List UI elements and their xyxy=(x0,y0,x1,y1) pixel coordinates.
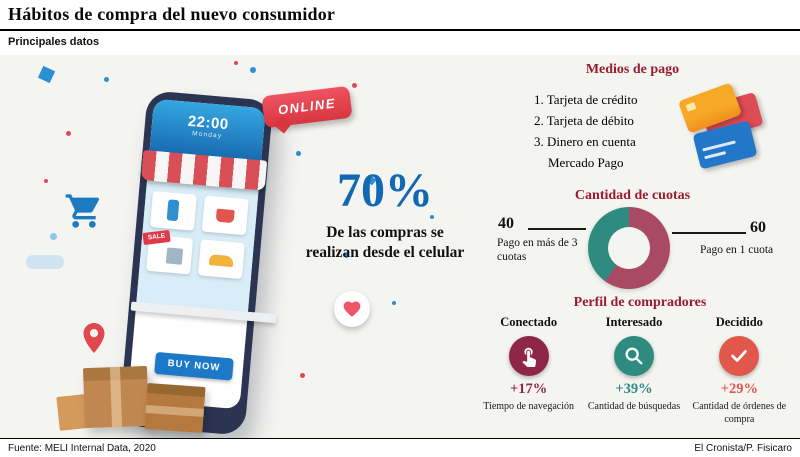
credit-cards-illustration xyxy=(677,82,764,173)
footer-credit: El Cronista/P. Fisicaro xyxy=(694,443,792,454)
online-speech-bubble: ONLINE xyxy=(261,85,353,129)
confetti-dot xyxy=(344,253,349,258)
confetti-dot xyxy=(66,131,71,136)
confetti-dot xyxy=(50,233,57,240)
kicker: Principales datos xyxy=(8,36,100,48)
profile-decidido: Decidido +29% Cantidad de órdenes de com… xyxy=(687,315,792,426)
confetti-square xyxy=(37,65,56,84)
installments-donut xyxy=(588,207,670,289)
confetti-dot xyxy=(234,61,238,65)
payment-methods-list: 1. Tarjeta de crédito 2. Tarjeta de débi… xyxy=(534,89,682,173)
confetti-dot xyxy=(250,67,256,73)
profile-interesado: Interesado +39% Cantidad de búsquedas xyxy=(581,315,686,426)
donut-label-right: Pago en 1 cuota xyxy=(700,244,774,256)
confetti-dot xyxy=(430,215,434,219)
donut-value-right: 60 xyxy=(750,219,766,236)
profile-description: Cantidad de búsquedas xyxy=(587,401,681,412)
buy-now-button: BUY NOW xyxy=(154,351,234,381)
check-icon xyxy=(719,336,760,376)
magnifier-icon xyxy=(613,336,654,376)
footer-source: Fuente: MELI Internal Data, 2020 xyxy=(8,443,156,454)
location-pin-icon xyxy=(76,315,112,361)
profile-value: +17% xyxy=(510,381,548,397)
payment-methods-title: Medios de pago xyxy=(585,62,680,77)
profile-name: Interesado xyxy=(605,315,663,329)
product-tile xyxy=(201,195,249,236)
main-stat-description: De las compras se realizan desde el celu… xyxy=(305,224,465,262)
donut-label-left: Pago en más de 3 cuotas xyxy=(497,237,578,263)
payment-method-item: 3. Dinero en cuenta Mercado Pago xyxy=(534,134,636,170)
confetti-dot xyxy=(392,301,396,305)
heart-icon xyxy=(334,291,370,327)
profile-name: Conectado xyxy=(500,315,558,329)
confetti-dot xyxy=(44,179,48,183)
shopping-cart-icon xyxy=(64,191,104,231)
package-box xyxy=(144,383,206,433)
confetti-dot xyxy=(300,373,305,378)
payment-method-item: 2. Tarjeta de débito xyxy=(534,113,634,128)
hand-click-icon xyxy=(508,336,549,376)
page-title: Hábitos de compra del nuevo consumidor xyxy=(8,4,336,24)
buyer-profiles: Conectado +17% Tiempo de navegación Inte… xyxy=(476,315,792,426)
card-chip xyxy=(685,102,697,112)
profile-description: Cantidad de órdenes de compra xyxy=(692,401,787,425)
profile-conectado: Conectado +17% Tiempo de navegación xyxy=(476,315,581,426)
content-panel: 22:00 Monday BUY NOW SALE ONLINE 70% De … xyxy=(0,55,800,438)
product-tile xyxy=(149,190,197,231)
buyer-profiles-title: Perfil de compradores xyxy=(573,295,707,310)
profile-description: Tiempo de navegación xyxy=(483,401,575,412)
donut-hole xyxy=(608,227,650,269)
package-box xyxy=(82,365,150,429)
product-tile xyxy=(197,239,245,280)
installments-title: Cantidad de cuotas xyxy=(574,188,691,203)
confetti-dot xyxy=(352,83,357,88)
profile-name: Decidido xyxy=(715,315,763,329)
donut-value-left: 40 xyxy=(498,215,514,232)
title-rule xyxy=(0,29,800,31)
profile-value: +29% xyxy=(720,381,758,397)
donut-connector-left xyxy=(528,228,586,230)
footer-rule xyxy=(0,438,800,439)
donut-connector-right xyxy=(672,232,746,234)
confetti-dot xyxy=(104,77,109,82)
profile-value: +39% xyxy=(615,381,653,397)
cloud-shape xyxy=(26,255,64,269)
payment-method-item: 1. Tarjeta de crédito xyxy=(534,92,638,107)
main-stat-value: 70% xyxy=(337,164,433,217)
confetti-dot xyxy=(296,151,301,156)
